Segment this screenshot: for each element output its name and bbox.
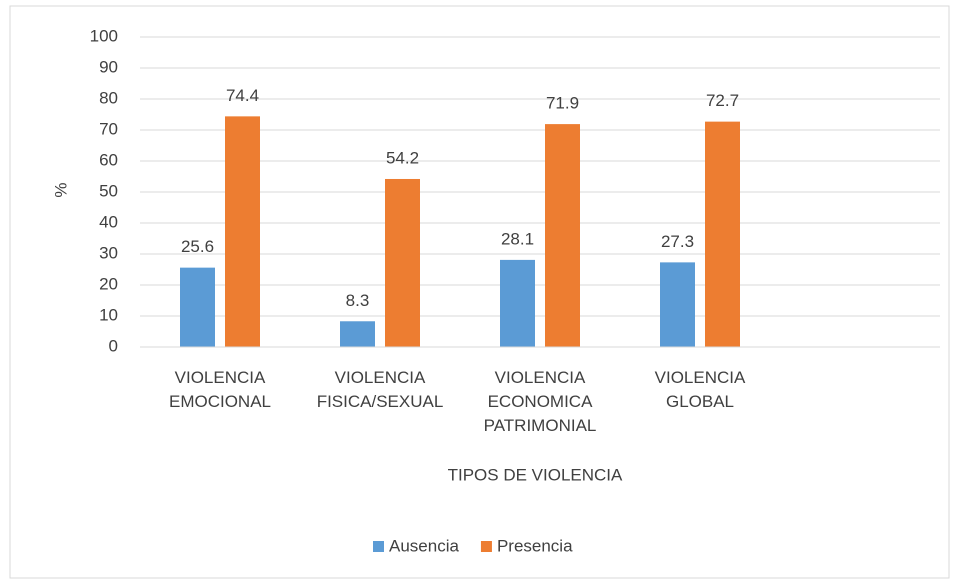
data-label: 54.2 (386, 148, 419, 167)
y-axis-title: % (51, 182, 70, 197)
bar (340, 321, 375, 347)
data-label: 28.1 (501, 229, 534, 248)
bar (500, 259, 535, 347)
x-tick-label: VIOLENCIA ECONOMICA PATRIMONIAL (483, 368, 597, 435)
bar (705, 121, 740, 347)
data-label: 27.3 (661, 232, 694, 251)
y-tick-label: 30 (99, 243, 118, 262)
bar (385, 178, 420, 347)
data-label: 25.6 (181, 237, 214, 256)
y-tick-label: 90 (99, 57, 118, 76)
data-label: 72.7 (706, 91, 739, 110)
data-label: 71.9 (546, 94, 579, 113)
x-tick-label: VIOLENCIA FISICA/SEXUAL (316, 368, 444, 411)
y-tick-label: 60 (99, 150, 118, 169)
y-tick-label: 0 (109, 336, 118, 355)
bar (545, 124, 580, 347)
data-label: 74.4 (226, 86, 259, 105)
data-label: 8.3 (346, 291, 370, 310)
y-tick-label: 70 (99, 119, 118, 138)
legend-label: Presencia (497, 536, 573, 555)
y-tick-label: 100 (90, 26, 118, 45)
x-axis-title: TIPOS DE VIOLENCIA (448, 465, 623, 484)
y-tick-label: 10 (99, 305, 118, 324)
y-tick-label: 20 (99, 274, 118, 293)
y-tick-label: 80 (99, 88, 118, 107)
bar (660, 262, 695, 347)
chart-border (9, 5, 950, 579)
x-tick-label: VIOLENCIA GLOBAL (654, 368, 746, 411)
bar (180, 267, 215, 347)
legend-swatch (373, 541, 384, 552)
legend-label: Ausencia (389, 536, 459, 555)
y-tick-label: 50 (99, 181, 118, 200)
y-tick-label: 40 (99, 212, 118, 231)
legend-swatch (480, 541, 492, 552)
bar (225, 116, 260, 347)
x-tick-label: VIOLENCIA EMOCIONAL (168, 368, 272, 411)
